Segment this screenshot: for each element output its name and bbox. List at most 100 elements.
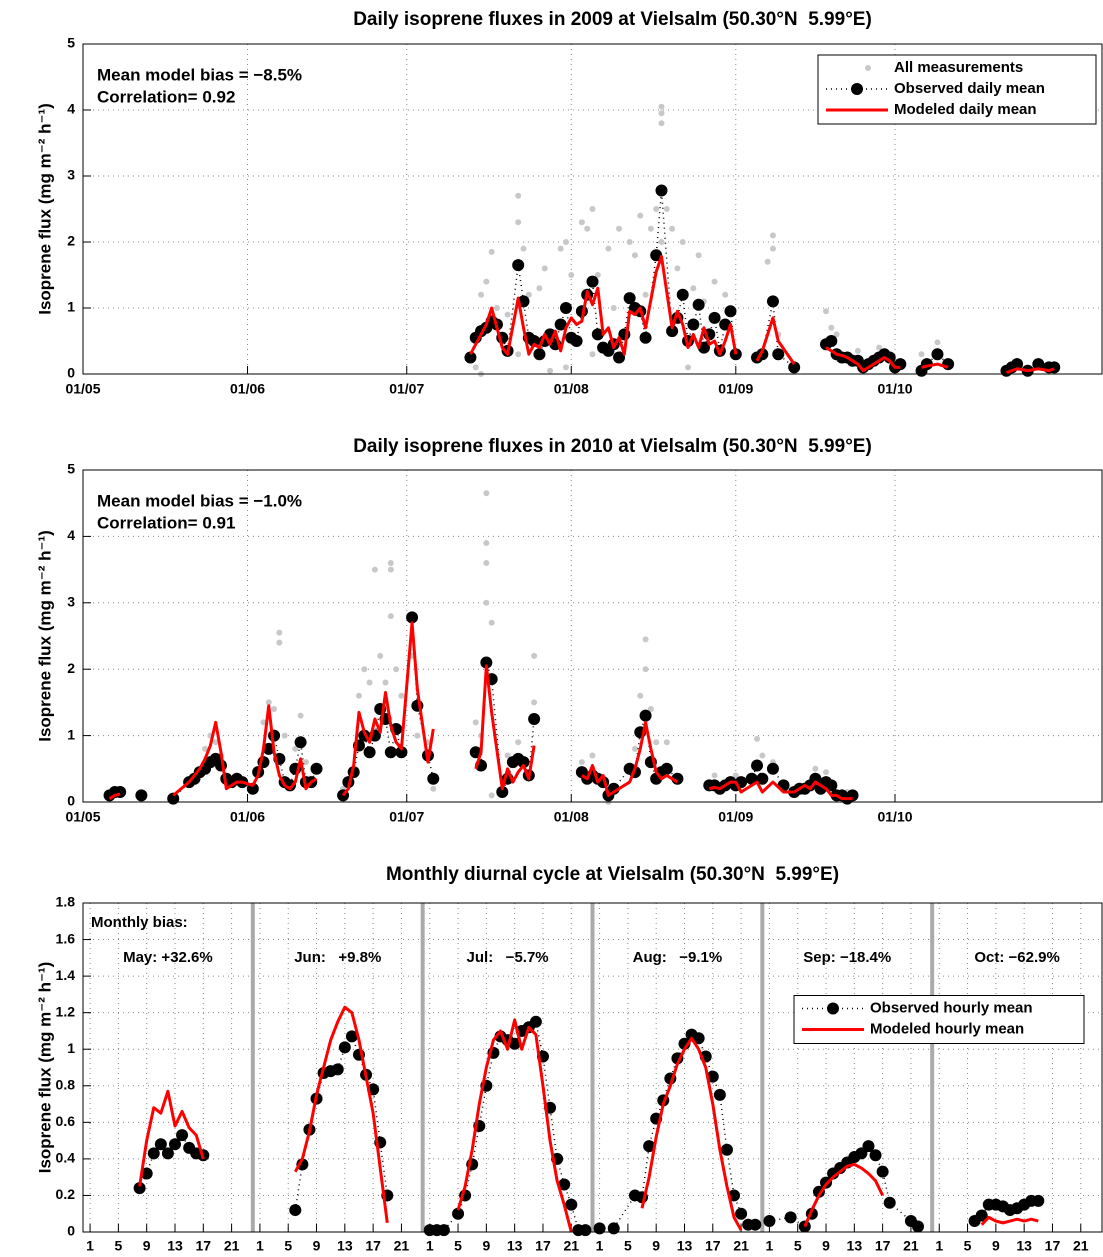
observed-marker — [1032, 1194, 1045, 1207]
observed-marker — [883, 1196, 896, 1209]
measurement-point — [584, 225, 591, 232]
annotation: Correlation= 0.92 — [97, 87, 235, 106]
observed-marker — [593, 1222, 606, 1235]
measurement-point — [488, 792, 495, 799]
measurement-point — [631, 252, 638, 259]
y-tick-label: 4 — [67, 527, 75, 543]
observed-marker — [942, 358, 955, 371]
month-bias: Jun: +9.8% — [294, 949, 381, 966]
measurement-point — [679, 239, 686, 245]
measurement-point — [589, 752, 596, 759]
observed-marker — [639, 709, 652, 722]
measurement-point — [276, 629, 283, 636]
observed-marker — [512, 259, 525, 272]
observed-marker — [528, 713, 541, 725]
legend-label: Observed daily mean — [894, 80, 1045, 97]
observed-marker — [565, 1198, 578, 1211]
observed-marker — [1011, 358, 1024, 371]
legend-label: Modeled daily mean — [894, 101, 1037, 118]
measurement-point — [377, 652, 384, 659]
x-tick-label: 01/07 — [389, 381, 424, 397]
x-tick-label: 13 — [167, 1238, 183, 1254]
measurement-point — [483, 559, 490, 566]
x-tick-label: 5 — [284, 1238, 292, 1254]
observed-marker — [869, 1149, 882, 1162]
measurement-point — [515, 351, 522, 358]
legend-box — [793, 995, 1085, 1044]
observed-marker — [912, 1220, 925, 1233]
measurement-point — [578, 759, 585, 766]
measurement-point — [594, 272, 601, 278]
measurement-point — [276, 639, 283, 646]
measurement-point — [695, 252, 702, 259]
measurement-point — [642, 666, 649, 673]
measurement-point — [764, 258, 771, 265]
measurement-point — [493, 305, 500, 311]
measurement-point — [361, 666, 368, 673]
measurement-point — [568, 272, 575, 278]
observed-marker — [825, 779, 838, 792]
modeled-line — [755, 316, 796, 365]
observed-marker — [554, 318, 567, 331]
measurement-point — [876, 344, 883, 351]
observed-marker — [140, 1167, 153, 1180]
measurement-point — [292, 745, 299, 752]
measurement-point — [430, 785, 437, 792]
observed-marker — [147, 1147, 160, 1160]
y-tick-label: 4 — [67, 101, 75, 117]
observed-marker — [480, 656, 493, 669]
measurement-point — [647, 225, 654, 232]
observed-marker — [660, 762, 673, 775]
observed-marker — [687, 318, 700, 331]
x-tick-label: 01/08 — [554, 809, 589, 825]
measurement-point — [478, 291, 485, 298]
measurement-point — [769, 232, 776, 239]
x-tick-label: 13 — [337, 1238, 353, 1254]
modeled-line — [138, 1089, 205, 1187]
measurement-point — [488, 248, 495, 255]
legend-label: Modeled hourly mean — [870, 1020, 1024, 1037]
observed-marker — [133, 1182, 146, 1195]
x-tick-label: 17 — [535, 1238, 551, 1254]
observed-marker — [591, 328, 604, 341]
modeled-line — [456, 1018, 573, 1233]
observed-marker — [809, 772, 822, 785]
x-tick-label: 21 — [394, 1238, 410, 1254]
x-tick-label: 01/05 — [65, 809, 100, 825]
bias-title: Monthly bias: — [91, 914, 188, 931]
x-tick-label: 01/10 — [877, 809, 912, 825]
observed-marker — [384, 746, 397, 759]
x-tick-label: 5 — [454, 1238, 462, 1254]
measurement-point — [302, 759, 309, 766]
y-tick-label: 1.8 — [56, 894, 76, 910]
month-bias: Jul: −5.7% — [467, 949, 549, 966]
measurement-point — [515, 192, 522, 199]
observed-marker — [862, 1140, 875, 1153]
observed-marker — [570, 335, 583, 347]
chart-title: Monthly diurnal cycle at Vielsalm (50.30… — [386, 864, 839, 885]
measurement-point — [663, 739, 670, 746]
measurement-point — [616, 225, 623, 232]
measurement-point — [610, 305, 617, 311]
measurement-point — [605, 245, 612, 252]
measurement-point — [637, 212, 644, 219]
measurement-point — [398, 692, 405, 699]
measurement-point — [212, 739, 219, 746]
x-tick-label: 01/06 — [230, 809, 265, 825]
observed-marker — [692, 1032, 705, 1045]
observed-marker — [1032, 358, 1045, 371]
month-bias: May: +32.6% — [123, 949, 213, 966]
measurement-point — [281, 732, 288, 739]
measurement-point — [202, 745, 209, 752]
observed-marker — [559, 302, 572, 314]
legend-label: All measurements — [894, 59, 1023, 76]
observed-marker — [533, 348, 546, 361]
plot-frame — [82, 469, 1103, 803]
y-tick-label: 0 — [67, 1223, 75, 1239]
x-tick-label: 13 — [847, 1238, 863, 1254]
modeled-line — [1005, 367, 1055, 375]
x-tick-label: 01/06 — [230, 381, 265, 397]
observed-marker — [135, 789, 148, 802]
modeled-line — [803, 1162, 884, 1228]
modeled-line — [581, 720, 679, 797]
